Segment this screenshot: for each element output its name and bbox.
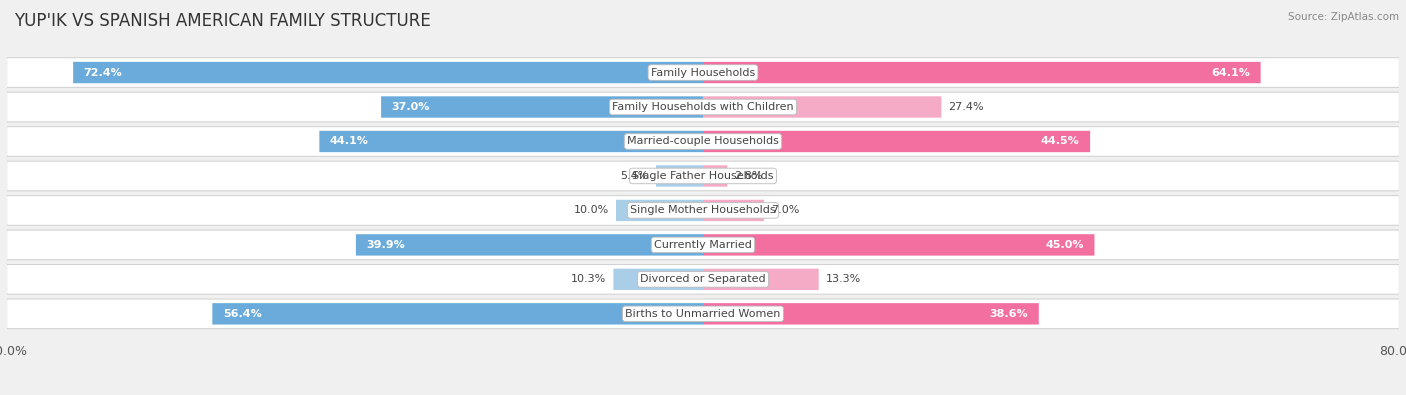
Text: YUP'IK VS SPANISH AMERICAN FAMILY STRUCTURE: YUP'IK VS SPANISH AMERICAN FAMILY STRUCT… bbox=[14, 12, 430, 30]
Text: 44.1%: 44.1% bbox=[330, 137, 368, 147]
Legend: Yup'ik, Spanish American: Yup'ik, Spanish American bbox=[593, 390, 813, 395]
Text: 39.9%: 39.9% bbox=[367, 240, 405, 250]
Text: Births to Unmarried Women: Births to Unmarried Women bbox=[626, 309, 780, 319]
FancyBboxPatch shape bbox=[703, 234, 1094, 256]
Text: Currently Married: Currently Married bbox=[654, 240, 752, 250]
FancyBboxPatch shape bbox=[381, 96, 703, 118]
Text: 72.4%: 72.4% bbox=[83, 68, 122, 77]
FancyBboxPatch shape bbox=[613, 269, 703, 290]
Text: 5.4%: 5.4% bbox=[620, 171, 650, 181]
Text: 13.3%: 13.3% bbox=[825, 275, 860, 284]
FancyBboxPatch shape bbox=[7, 161, 1399, 191]
FancyBboxPatch shape bbox=[703, 62, 1261, 83]
Text: Married-couple Households: Married-couple Households bbox=[627, 137, 779, 147]
FancyBboxPatch shape bbox=[703, 303, 1039, 325]
FancyBboxPatch shape bbox=[212, 303, 703, 325]
Text: 27.4%: 27.4% bbox=[948, 102, 984, 112]
Text: 2.8%: 2.8% bbox=[734, 171, 763, 181]
Text: Single Father Households: Single Father Households bbox=[633, 171, 773, 181]
FancyBboxPatch shape bbox=[7, 230, 1399, 260]
Text: 10.0%: 10.0% bbox=[574, 205, 609, 215]
FancyBboxPatch shape bbox=[7, 58, 1399, 87]
FancyBboxPatch shape bbox=[73, 62, 703, 83]
FancyBboxPatch shape bbox=[703, 165, 727, 187]
Text: 38.6%: 38.6% bbox=[990, 309, 1028, 319]
Text: Single Mother Households: Single Mother Households bbox=[630, 205, 776, 215]
FancyBboxPatch shape bbox=[657, 165, 703, 187]
FancyBboxPatch shape bbox=[703, 131, 1090, 152]
FancyBboxPatch shape bbox=[7, 92, 1399, 122]
FancyBboxPatch shape bbox=[319, 131, 703, 152]
FancyBboxPatch shape bbox=[7, 299, 1399, 329]
Text: 37.0%: 37.0% bbox=[391, 102, 430, 112]
FancyBboxPatch shape bbox=[7, 196, 1399, 225]
Text: 64.1%: 64.1% bbox=[1212, 68, 1250, 77]
FancyBboxPatch shape bbox=[7, 265, 1399, 294]
Text: 45.0%: 45.0% bbox=[1046, 240, 1084, 250]
Text: 44.5%: 44.5% bbox=[1040, 137, 1080, 147]
Text: 56.4%: 56.4% bbox=[222, 309, 262, 319]
FancyBboxPatch shape bbox=[703, 200, 763, 221]
FancyBboxPatch shape bbox=[616, 200, 703, 221]
Text: 7.0%: 7.0% bbox=[770, 205, 799, 215]
FancyBboxPatch shape bbox=[356, 234, 703, 256]
Text: Family Households: Family Households bbox=[651, 68, 755, 77]
Text: Family Households with Children: Family Households with Children bbox=[612, 102, 794, 112]
FancyBboxPatch shape bbox=[703, 269, 818, 290]
Text: Source: ZipAtlas.com: Source: ZipAtlas.com bbox=[1288, 12, 1399, 22]
Text: 10.3%: 10.3% bbox=[571, 275, 606, 284]
Text: Divorced or Separated: Divorced or Separated bbox=[640, 275, 766, 284]
FancyBboxPatch shape bbox=[7, 127, 1399, 156]
FancyBboxPatch shape bbox=[703, 96, 942, 118]
